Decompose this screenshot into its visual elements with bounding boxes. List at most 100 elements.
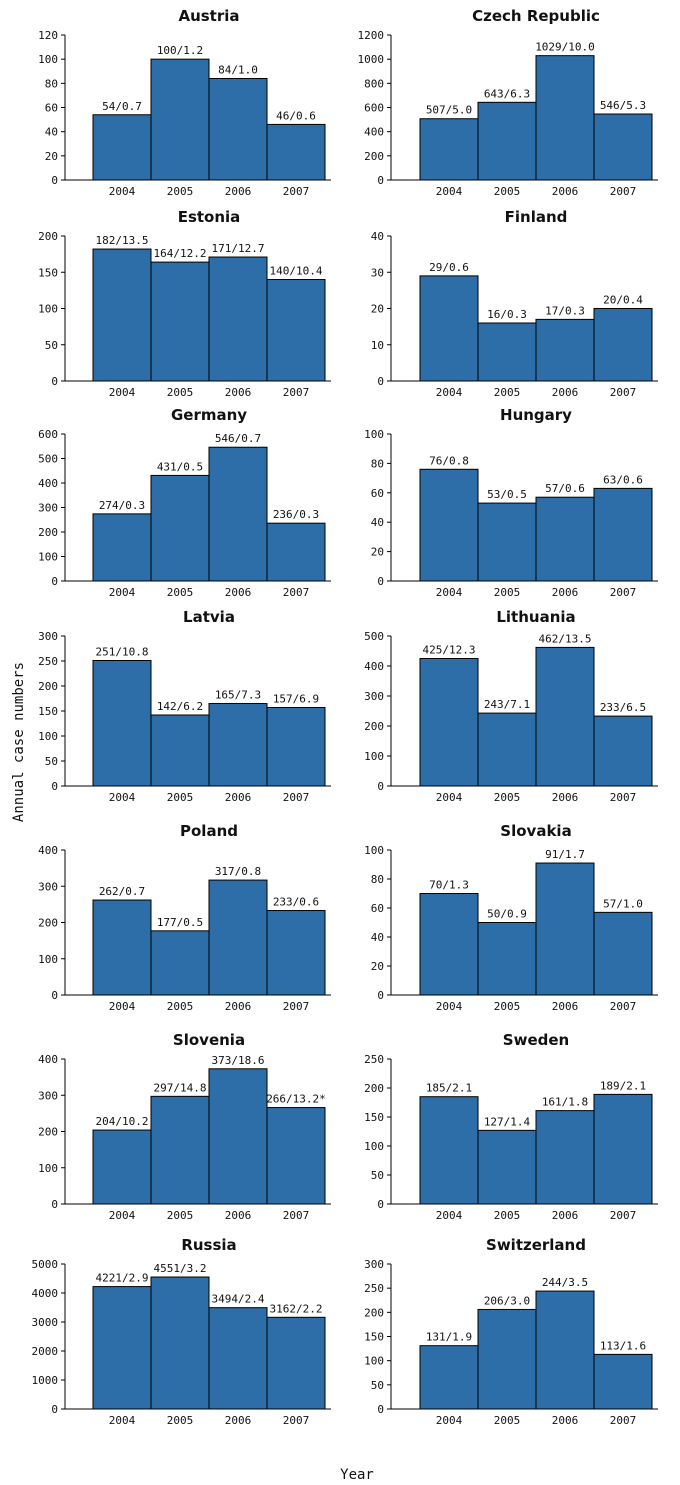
y-tick-label: 200 xyxy=(38,230,58,243)
x-tick-label: 2004 xyxy=(109,386,136,399)
data-label: 57/0.6 xyxy=(545,482,585,495)
y-tick-label: 100 xyxy=(364,1140,384,1153)
bar xyxy=(535,55,595,181)
y-tick-label: 300 xyxy=(364,690,384,703)
bar xyxy=(477,502,537,582)
data-label: 157/6.9 xyxy=(273,693,319,706)
bar xyxy=(477,1129,537,1205)
bar xyxy=(150,474,210,582)
y-tick-label: 1200 xyxy=(358,29,385,42)
bar xyxy=(150,930,210,996)
y-tick-label: 0 xyxy=(377,375,384,388)
bar xyxy=(593,715,653,787)
y-tick-label: 0 xyxy=(377,1403,384,1416)
x-tick-label: 2006 xyxy=(552,185,579,198)
y-tick-label: 0 xyxy=(51,1403,58,1416)
data-label: 546/0.7 xyxy=(215,432,261,445)
x-tick-label: 2005 xyxy=(494,185,521,198)
panel-title: Estonia xyxy=(178,208,241,226)
y-tick-label: 5000 xyxy=(32,1258,59,1271)
y-tick-label: 20 xyxy=(45,150,58,163)
x-axis-title: Year xyxy=(340,1467,374,1483)
panel-title: Russia xyxy=(181,1236,236,1254)
y-tick-label: 300 xyxy=(38,502,58,515)
y-tick-label: 0 xyxy=(377,174,384,187)
y-tick-label: 3000 xyxy=(32,1316,59,1329)
x-tick-label: 2004 xyxy=(436,791,463,804)
y-tick-label: 150 xyxy=(38,266,58,279)
y-tick-label: 100 xyxy=(364,1355,384,1368)
x-tick-label: 2006 xyxy=(225,791,252,804)
y-tick-label: 80 xyxy=(45,77,58,90)
x-tick-label: 2007 xyxy=(610,1209,637,1222)
data-label: 131/1.9 xyxy=(426,1331,472,1344)
data-label: 53/0.5 xyxy=(487,488,527,501)
y-tick-label: 100 xyxy=(38,303,58,316)
data-label: 233/6.5 xyxy=(600,701,646,714)
y-tick-label: 150 xyxy=(364,1111,384,1124)
y-tick-label: 50 xyxy=(45,755,58,768)
data-label: 317/0.8 xyxy=(215,865,261,878)
data-label: 233/0.6 xyxy=(273,896,319,909)
y-tick-label: 20 xyxy=(371,960,384,973)
bar xyxy=(266,910,326,996)
panel-title: Germany xyxy=(171,406,247,424)
x-tick-label: 2005 xyxy=(167,1414,194,1427)
data-label: 54/0.7 xyxy=(102,100,142,113)
bar xyxy=(150,714,210,787)
x-tick-label: 2006 xyxy=(225,1000,252,1013)
y-tick-label: 100 xyxy=(364,750,384,763)
y-tick-label: 200 xyxy=(364,1306,384,1319)
bar xyxy=(92,248,152,382)
data-label: 84/1.0 xyxy=(218,64,258,77)
y-tick-label: 600 xyxy=(38,428,58,441)
y-tick-label: 500 xyxy=(364,630,384,643)
bar xyxy=(593,113,653,181)
y-tick-label: 80 xyxy=(371,873,384,886)
y-tick-label: 0 xyxy=(377,780,384,793)
y-tick-label: 30 xyxy=(371,266,384,279)
x-tick-label: 2005 xyxy=(494,586,521,599)
bar xyxy=(477,922,537,996)
bar xyxy=(92,1286,152,1410)
bar xyxy=(477,101,537,181)
x-tick-label: 2006 xyxy=(552,1414,579,1427)
data-label: 127/1.4 xyxy=(484,1115,531,1128)
panel-title: Sweden xyxy=(503,1031,569,1049)
y-tick-label: 0 xyxy=(51,174,58,187)
y-tick-label: 200 xyxy=(38,1126,58,1139)
panel-title: Poland xyxy=(180,822,238,840)
data-label: 243/7.1 xyxy=(484,698,530,711)
y-tick-label: 200 xyxy=(364,1082,384,1095)
y-tick-label: 150 xyxy=(38,705,58,718)
data-label: 206/3.0 xyxy=(484,1294,530,1307)
data-label: 100/1.2 xyxy=(157,44,203,57)
bar xyxy=(419,118,479,181)
y-tick-label: 40 xyxy=(371,230,384,243)
x-tick-label: 2006 xyxy=(225,185,252,198)
bar xyxy=(535,646,595,787)
data-label: 16/0.3 xyxy=(487,308,527,321)
y-tick-label: 60 xyxy=(371,487,384,500)
bar xyxy=(92,513,152,582)
bar xyxy=(593,487,653,582)
data-label: 297/14.8 xyxy=(154,1081,207,1094)
x-tick-label: 2007 xyxy=(283,1414,310,1427)
data-label: 462/13.5 xyxy=(539,632,592,645)
bar xyxy=(477,712,537,787)
y-tick-label: 400 xyxy=(364,660,384,673)
x-tick-label: 2004 xyxy=(436,1414,463,1427)
y-tick-label: 100 xyxy=(364,844,384,857)
data-label: 76/0.8 xyxy=(429,454,469,467)
x-tick-label: 2007 xyxy=(610,586,637,599)
x-tick-label: 2007 xyxy=(610,1000,637,1013)
data-label: 161/1.8 xyxy=(542,1096,588,1109)
y-tick-label: 40 xyxy=(371,931,384,944)
y-tick-label: 1000 xyxy=(32,1374,59,1387)
bar xyxy=(535,318,595,382)
data-label: 91/1.7 xyxy=(545,848,585,861)
data-label: 4221/2.9 xyxy=(96,1272,149,1285)
data-label: 244/3.5 xyxy=(542,1276,588,1289)
y-tick-label: 0 xyxy=(377,1198,384,1211)
y-tick-label: 300 xyxy=(38,880,58,893)
